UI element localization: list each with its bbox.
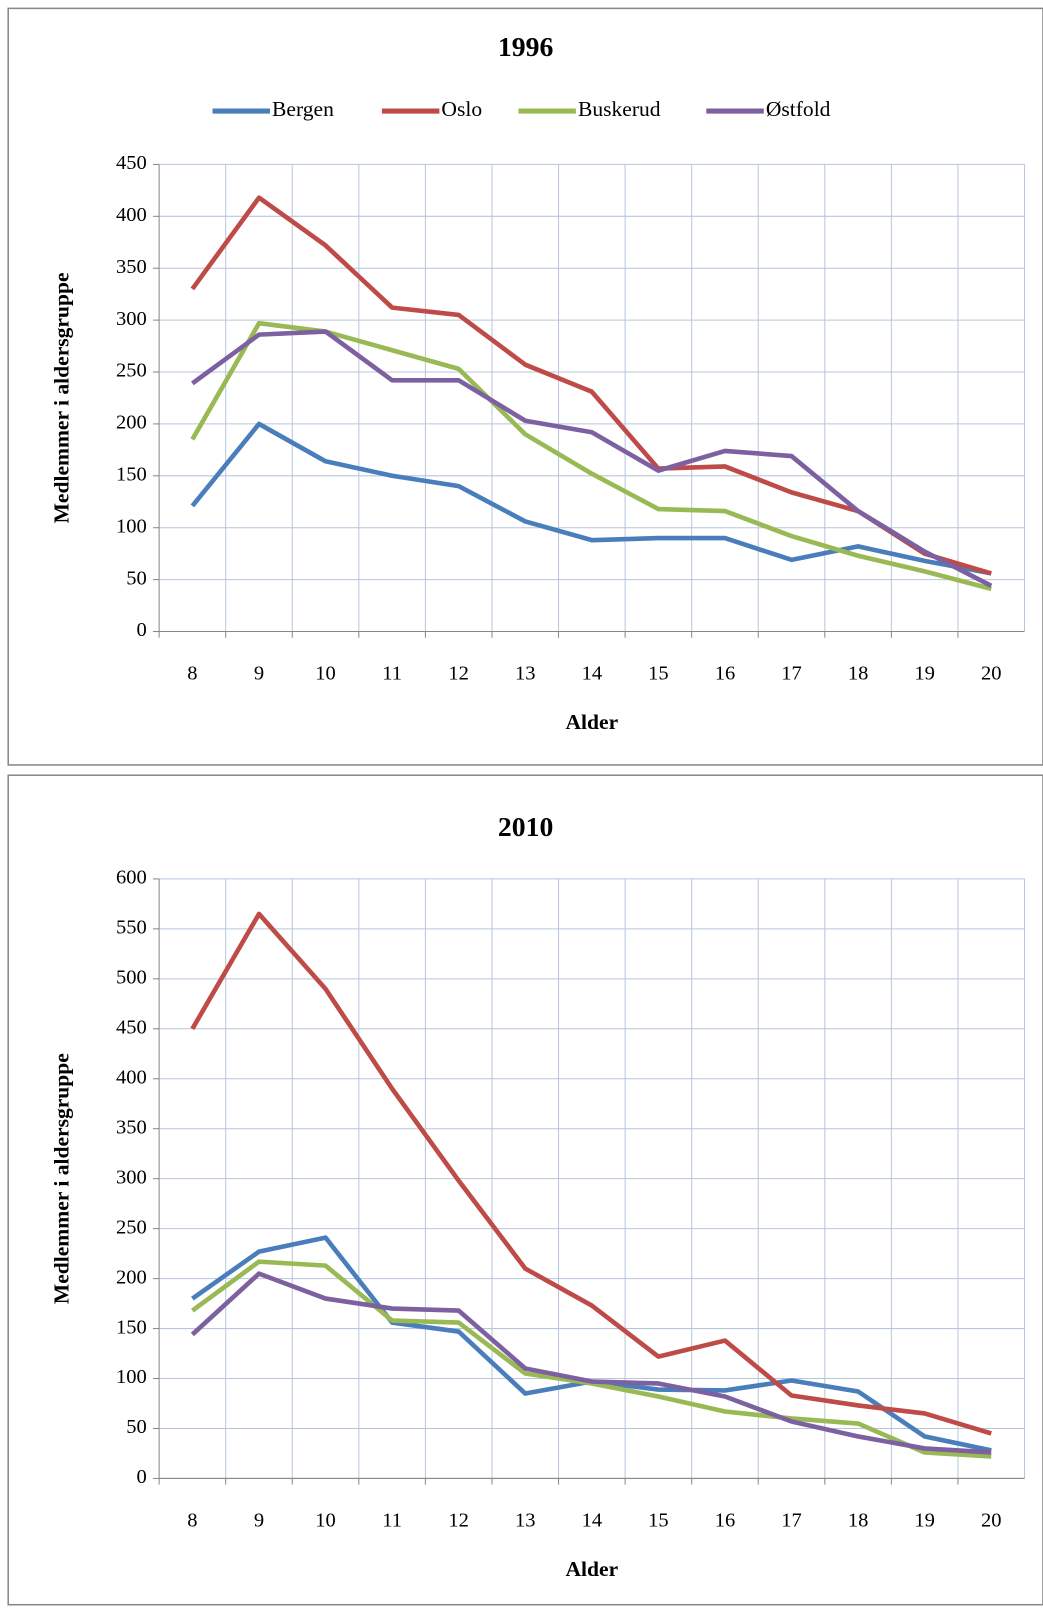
x-tick-label: 14 xyxy=(582,662,603,684)
x-tick-label: 10 xyxy=(315,662,336,684)
x-tick-label: 15 xyxy=(648,662,669,684)
x-tick-label: 15 xyxy=(648,1509,669,1531)
series-line xyxy=(191,329,993,588)
x-tick-label: 16 xyxy=(715,662,736,684)
y-tick-label: 50 xyxy=(126,1416,147,1438)
legend-label: Oslo xyxy=(441,97,482,121)
x-tick-label: 9 xyxy=(254,1509,264,1531)
x-tick-label: 11 xyxy=(382,662,402,684)
y-tick-label: 500 xyxy=(116,967,147,989)
y-tick-label: 150 xyxy=(116,464,147,486)
x-axis-label: Alder xyxy=(565,1557,618,1581)
x-tick-label: 13 xyxy=(515,662,536,684)
x-tick-label: 14 xyxy=(582,1509,603,1531)
legend-label: Bergen xyxy=(272,97,334,121)
y-tick-label: 600 xyxy=(116,867,147,889)
x-tick-label: 20 xyxy=(981,662,1002,684)
x-tick-label: 20 xyxy=(981,1509,1002,1531)
x-tick-label: 17 xyxy=(781,662,802,684)
y-tick-label: 100 xyxy=(116,515,147,537)
x-tick-label: 19 xyxy=(914,662,935,684)
y-tick-label: 300 xyxy=(116,1166,147,1188)
x-tick-label: 10 xyxy=(315,1509,336,1531)
series-line xyxy=(190,911,992,1436)
x-tick-label: 8 xyxy=(187,662,197,684)
chart-title: 2010 xyxy=(498,811,553,842)
x-tick-label: 8 xyxy=(187,1509,197,1531)
y-tick-label: 350 xyxy=(116,1116,147,1138)
y-tick-label: 250 xyxy=(116,360,147,382)
y-tick-label: 250 xyxy=(116,1216,147,1238)
y-tick-label: 400 xyxy=(116,204,147,226)
y-axis-label: Medlemmer i aldersgruppe xyxy=(50,272,74,523)
y-tick-label: 100 xyxy=(116,1366,147,1388)
legend-label: Østfold xyxy=(766,97,831,121)
y-axis-label: Medlemmer i aldersgruppe xyxy=(50,1053,74,1304)
x-tick-label: 12 xyxy=(448,662,469,684)
x-tick-label: 11 xyxy=(382,1509,402,1531)
x-tick-label: 9 xyxy=(254,662,264,684)
x-tick-label: 16 xyxy=(715,1509,736,1531)
x-tick-label: 18 xyxy=(848,662,869,684)
y-tick-label: 0 xyxy=(137,1466,147,1488)
y-tick-label: 150 xyxy=(116,1316,147,1338)
y-tick-label: 350 xyxy=(116,256,147,278)
chart-frame xyxy=(7,7,1043,766)
y-tick-label: 550 xyxy=(116,917,147,939)
x-tick-label: 17 xyxy=(781,1509,802,1531)
chart-title: 1996 xyxy=(498,31,554,62)
y-tick-label: 200 xyxy=(116,412,147,434)
x-tick-label: 13 xyxy=(515,1509,536,1531)
y-tick-label: 450 xyxy=(116,152,147,174)
y-tick-label: 300 xyxy=(116,308,147,330)
x-axis-label: Alder xyxy=(565,710,618,734)
legend-label: Buskerud xyxy=(578,97,661,121)
chart-frame xyxy=(7,774,1043,1606)
y-tick-label: 200 xyxy=(116,1266,147,1288)
x-tick-label: 19 xyxy=(914,1509,935,1531)
x-tick-label: 18 xyxy=(848,1509,869,1531)
y-tick-label: 400 xyxy=(116,1066,147,1088)
y-tick-label: 0 xyxy=(137,619,147,641)
y-tick-label: 50 xyxy=(126,567,147,589)
series-line xyxy=(190,421,992,576)
x-tick-label: 12 xyxy=(448,1509,469,1531)
y-tick-label: 450 xyxy=(116,1017,147,1039)
series-line xyxy=(190,1271,992,1455)
